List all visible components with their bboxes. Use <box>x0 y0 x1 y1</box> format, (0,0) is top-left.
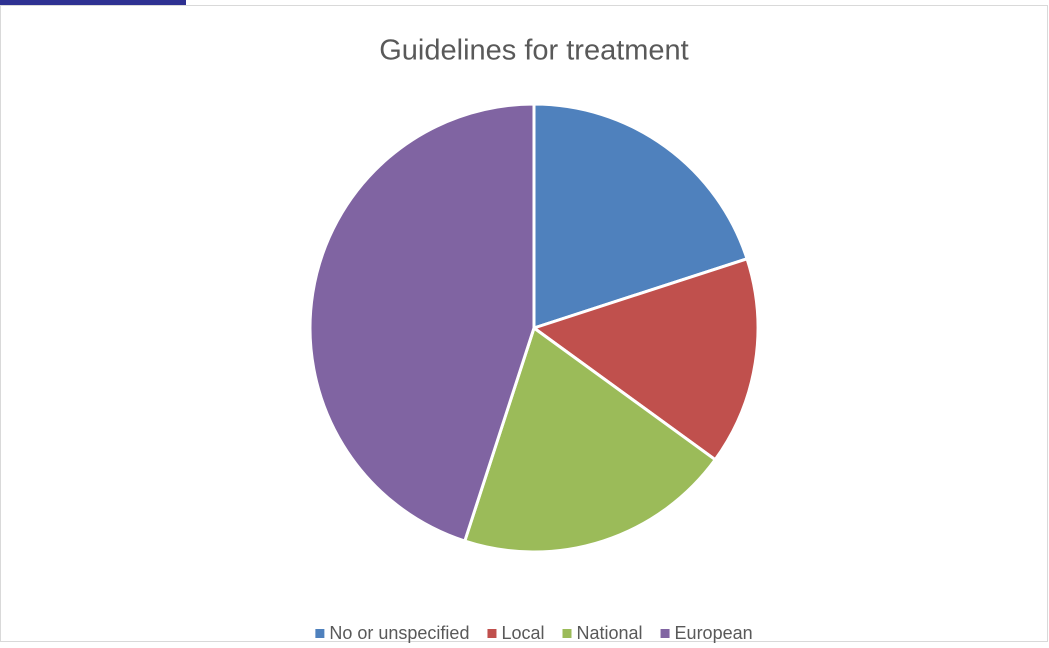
legend-swatch <box>562 629 572 638</box>
legend-label: No or unspecified <box>329 623 469 643</box>
pie-slice <box>530 256 760 462</box>
legend-swatch <box>315 629 325 638</box>
pie-slice <box>532 102 749 331</box>
legend-swatch <box>660 629 670 638</box>
legend-label: European <box>675 623 753 643</box>
pie-slice <box>462 325 718 554</box>
pie-slice <box>308 102 536 543</box>
legend-label: National <box>577 623 643 643</box>
legend-label: Local <box>501 623 544 643</box>
legend-swatch <box>487 629 497 638</box>
tab <box>0 0 186 5</box>
chart-title: Guidelines for treatment <box>379 35 688 67</box>
